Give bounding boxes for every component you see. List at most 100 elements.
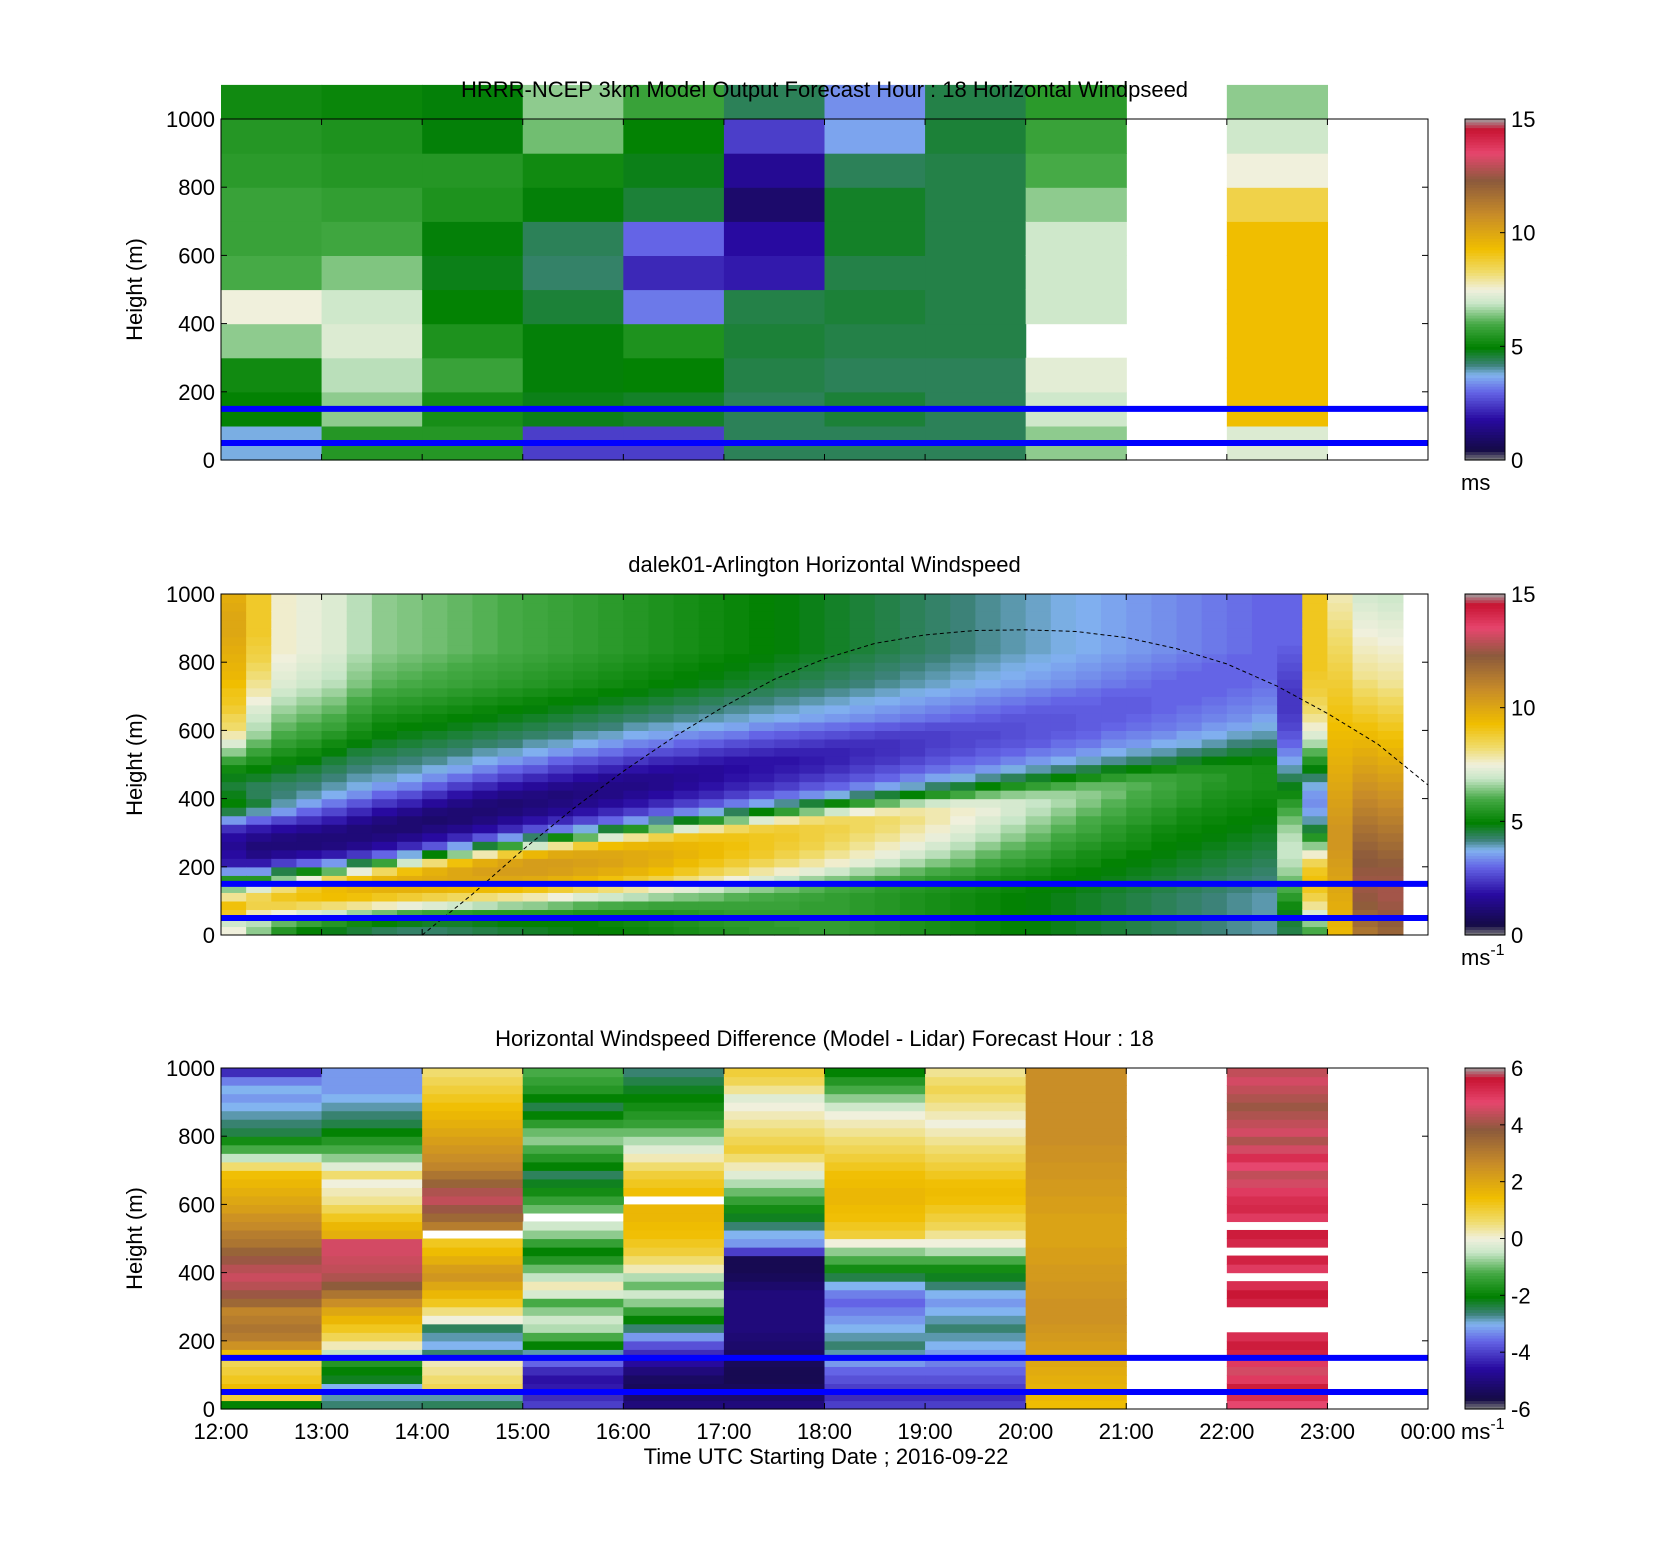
heatmap-cell bbox=[1352, 653, 1379, 663]
heatmap-cell bbox=[497, 696, 524, 706]
heatmap-cell bbox=[296, 815, 323, 825]
heatmap-cell bbox=[497, 619, 524, 629]
colorbar-segment bbox=[1465, 630, 1505, 635]
heatmap-cell bbox=[623, 790, 650, 800]
heatmap-cell bbox=[1277, 807, 1303, 817]
heatmap-cell bbox=[221, 653, 247, 663]
heatmap-cell bbox=[849, 679, 876, 689]
colorbar-segment bbox=[1465, 354, 1505, 359]
heatmap-cell bbox=[1025, 755, 1052, 766]
heatmap-cell bbox=[1025, 917, 1052, 928]
colorbar-segment bbox=[1465, 855, 1505, 859]
heatmap-cell bbox=[1101, 883, 1127, 893]
colorbar-segment bbox=[1465, 1306, 1505, 1311]
heatmap-cell bbox=[246, 909, 272, 919]
heatmap-cell bbox=[547, 858, 574, 868]
heatmap-cell bbox=[497, 807, 524, 817]
heatmap-cell bbox=[849, 824, 876, 834]
heatmap-cell bbox=[1025, 1229, 1127, 1240]
heatmap-cell bbox=[296, 704, 323, 714]
heatmap-cell bbox=[849, 653, 876, 663]
heatmap-cell bbox=[799, 926, 826, 936]
heatmap-cell bbox=[1377, 645, 1404, 655]
heatmap-cell bbox=[497, 858, 524, 868]
heatmap-cell bbox=[321, 704, 348, 714]
heatmap-cell bbox=[1277, 858, 1303, 868]
heatmap-cell bbox=[522, 611, 549, 621]
heatmap-cell bbox=[723, 900, 750, 911]
heatmap-cell bbox=[1075, 781, 1102, 791]
colorbar-segment bbox=[1465, 895, 1505, 899]
heatmap-cell bbox=[925, 730, 951, 740]
heatmap-cell bbox=[321, 187, 423, 222]
colorbar-segment bbox=[1465, 1070, 1505, 1075]
heatmap-cell bbox=[950, 909, 976, 919]
heatmap-cell bbox=[422, 1374, 524, 1385]
heatmap-cell bbox=[497, 917, 524, 928]
heatmap-cell bbox=[925, 1178, 1027, 1188]
heatmap-cell bbox=[221, 1289, 323, 1299]
colorbar-segment bbox=[1465, 1082, 1505, 1086]
heatmap-cell bbox=[522, 909, 549, 919]
heatmap-cell bbox=[849, 628, 876, 638]
heatmap-cell bbox=[522, 917, 549, 928]
heatmap-cell bbox=[221, 1153, 323, 1163]
heatmap-cell bbox=[1025, 602, 1052, 612]
heatmap-cell bbox=[221, 1119, 323, 1129]
colorbar-segment bbox=[1465, 1320, 1505, 1325]
heatmap-cell bbox=[950, 849, 976, 859]
heatmap-cell bbox=[1075, 900, 1102, 911]
heatmap-cell bbox=[447, 824, 474, 834]
colorbar-segment bbox=[1465, 423, 1505, 427]
heatmap-cell bbox=[246, 832, 272, 842]
heatmap-cell bbox=[899, 679, 926, 689]
heatmap-cell bbox=[1000, 790, 1027, 800]
colorbar-segment bbox=[1465, 764, 1505, 768]
heatmap-cell bbox=[1352, 738, 1379, 749]
colorbar-segment bbox=[1465, 448, 1505, 453]
heatmap-cell bbox=[749, 900, 775, 911]
heatmap-cell bbox=[824, 662, 851, 672]
heatmap-cell bbox=[1025, 1136, 1127, 1146]
heatmap-cell bbox=[573, 594, 599, 604]
heatmap-cell bbox=[497, 798, 524, 808]
heatmap-cell bbox=[447, 764, 474, 774]
colorbar-segment bbox=[1465, 659, 1505, 663]
y-tick-label: 800 bbox=[178, 650, 215, 675]
heatmap-cell bbox=[975, 628, 1002, 638]
heatmap-cell bbox=[623, 187, 725, 222]
heatmap-cell bbox=[1025, 721, 1052, 731]
heatmap-cell bbox=[723, 1187, 826, 1197]
heatmap-cell bbox=[447, 628, 474, 638]
heatmap-cell bbox=[321, 679, 348, 689]
heatmap-cell bbox=[497, 781, 524, 791]
colorbar-segment bbox=[1465, 932, 1505, 936]
heatmap-cell bbox=[422, 1247, 524, 1257]
heatmap-cell bbox=[346, 662, 373, 672]
heatmap-cell bbox=[1176, 628, 1203, 638]
heatmap-cell bbox=[346, 687, 373, 697]
heatmap-cell bbox=[925, 815, 951, 825]
heatmap-cell bbox=[1327, 602, 1354, 612]
heatmap-cell bbox=[397, 602, 423, 612]
heatmap-cell bbox=[925, 807, 951, 817]
heatmap-cell bbox=[422, 1127, 524, 1137]
heatmap-cell bbox=[447, 798, 474, 808]
heatmap-cell bbox=[1126, 892, 1152, 902]
heatmap-cell bbox=[1025, 1247, 1127, 1257]
heatmap-cell bbox=[1151, 755, 1178, 766]
heatmap-cell bbox=[824, 602, 851, 612]
colorbar-segment bbox=[1465, 1141, 1505, 1146]
heatmap-cell bbox=[749, 883, 775, 893]
heatmap-cell bbox=[723, 628, 750, 638]
heatmap-cell bbox=[673, 900, 700, 911]
heatmap-cell bbox=[296, 798, 323, 808]
heatmap-cell bbox=[321, 1383, 423, 1393]
heatmap-cell bbox=[221, 832, 247, 842]
colorbar-segment bbox=[1465, 1116, 1505, 1120]
heatmap-cell bbox=[1101, 807, 1127, 817]
heatmap-cell bbox=[547, 900, 574, 911]
heatmap-cell bbox=[321, 687, 348, 697]
heatmap-cell bbox=[874, 755, 901, 766]
heatmap-cell bbox=[271, 602, 298, 612]
